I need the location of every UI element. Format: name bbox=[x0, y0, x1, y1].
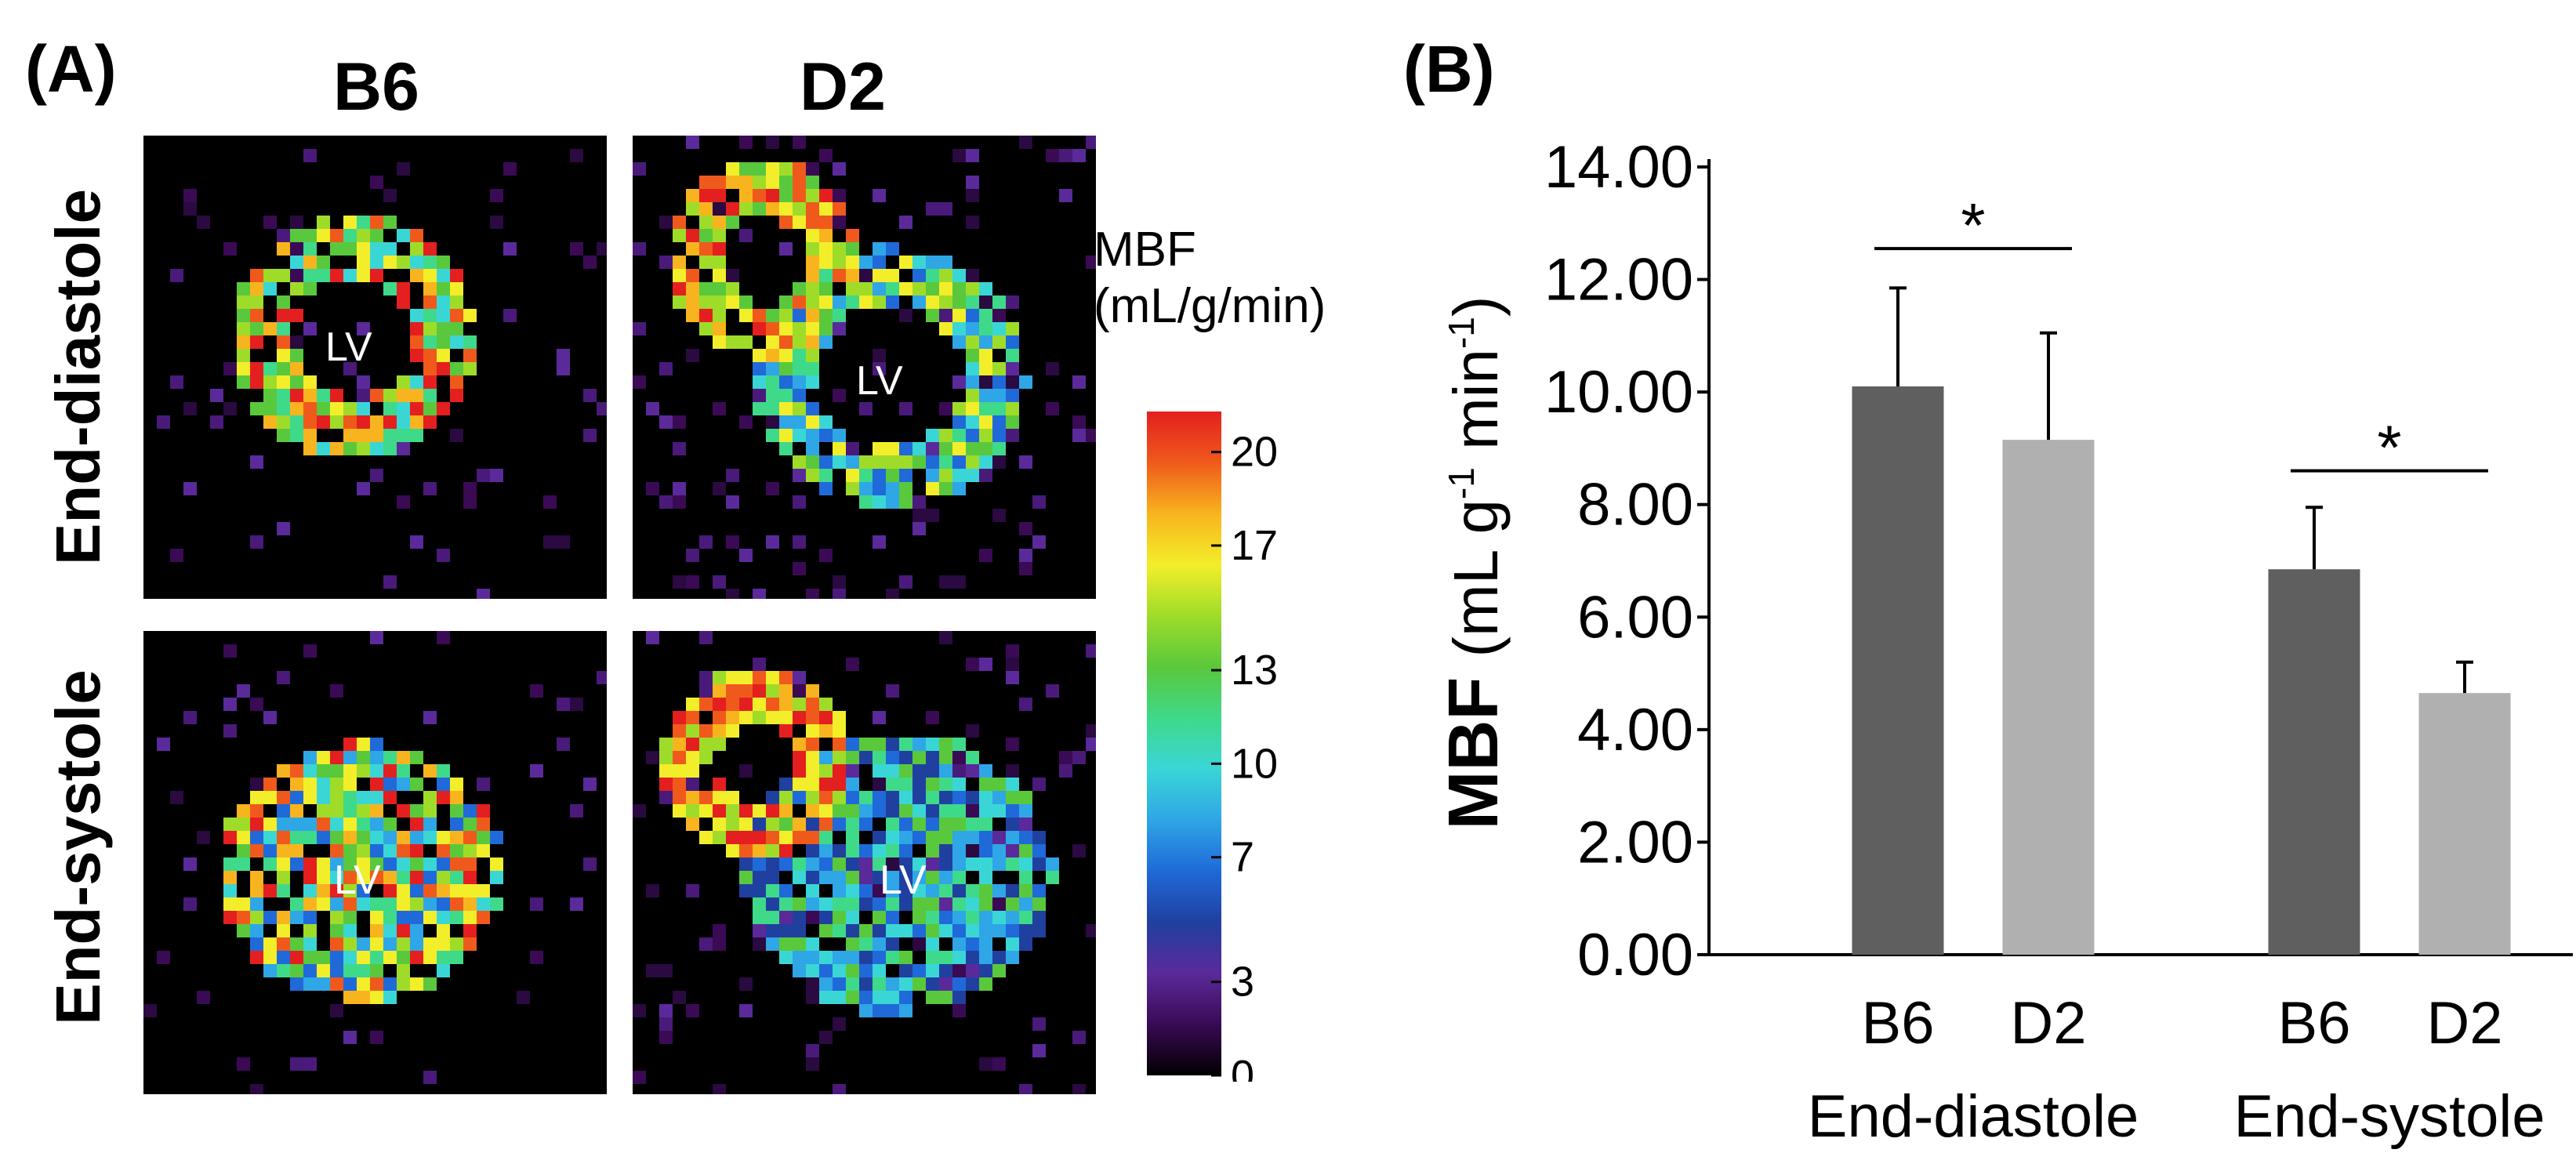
y-tick-label: 10.00 bbox=[1544, 359, 1693, 426]
colorbar-tick-label: 17 bbox=[1231, 522, 1278, 569]
bar-d2-end-systole bbox=[2418, 693, 2511, 955]
mbf-map-d2-es-pixels bbox=[633, 631, 1096, 1094]
panel-b-label: (B) bbox=[1403, 32, 1495, 106]
mbf-map-b6-es-pixels bbox=[143, 631, 607, 1094]
bar-d2-end-diastole bbox=[2002, 440, 2095, 955]
y-tick-label: 0.00 bbox=[1577, 922, 1693, 988]
colorbar-tick-label: 7 bbox=[1231, 834, 1254, 881]
y-tick-label: 2.00 bbox=[1577, 809, 1693, 876]
colorbar-tick-label: 10 bbox=[1231, 740, 1278, 787]
y-tick-label: 14.00 bbox=[1544, 134, 1693, 201]
colorbar-tick-label: 20 bbox=[1231, 429, 1278, 476]
colorbar-title: MBF (mL/g/min) bbox=[1094, 222, 1326, 335]
column-header-b6: B6 bbox=[333, 49, 419, 125]
mbf-map-b6-ed-pixels bbox=[157, 149, 607, 599]
row-header-end-diastole: End-diastole bbox=[43, 188, 113, 566]
colorbar-tick-label: 0 bbox=[1231, 1052, 1254, 1082]
colorbar-title-line1: MBF bbox=[1094, 223, 1196, 277]
lv-label: LV bbox=[856, 358, 903, 404]
x-group-label: End-systole bbox=[2233, 1083, 2545, 1150]
colorbar-tick-label: 3 bbox=[1231, 959, 1254, 1006]
colorbar-tick-label: 13 bbox=[1231, 647, 1278, 694]
chart-bars bbox=[1852, 286, 2511, 955]
colorbar-ticks: 20 17 13 10 7 3 0 bbox=[1211, 429, 1278, 1082]
y-axis-label: MBF (mL g-1 min-1) bbox=[1435, 296, 1513, 829]
row-header-end-systole: End-systole bbox=[43, 669, 113, 1025]
y-tick-label: 4.00 bbox=[1577, 697, 1693, 763]
colorbar-gradient bbox=[1147, 412, 1221, 1075]
lv-label: LV bbox=[880, 857, 927, 903]
chart-axes: 0.00 2.00 4.00 6.00 8.00 10.00 12.00 14.00 bbox=[1544, 134, 2573, 988]
column-header-d2: D2 bbox=[800, 49, 886, 125]
y-tick-label: 8.00 bbox=[1577, 472, 1693, 538]
x-category-label: B6 bbox=[2278, 990, 2351, 1057]
y-tick-label: 6.00 bbox=[1577, 584, 1693, 651]
x-category-label: B6 bbox=[1862, 990, 1935, 1057]
mbf-map-b6-end-diastole: LV bbox=[143, 136, 607, 599]
colorbar: 20 17 13 10 7 3 0 bbox=[1147, 412, 1278, 1082]
bar-b6-end-systole bbox=[2268, 569, 2360, 955]
significance-star: * bbox=[1961, 190, 1985, 260]
lv-label: LV bbox=[325, 325, 372, 370]
mbf-map-d2-end-diastole: LV bbox=[633, 136, 1096, 599]
x-category-label: D2 bbox=[2010, 990, 2086, 1057]
panel-a-label: (A) bbox=[25, 32, 117, 106]
x-group-label: End-diastole bbox=[1808, 1083, 2139, 1150]
bar-b6-end-diastole bbox=[1852, 386, 1944, 955]
mbf-map-d2-end-systole: LV bbox=[633, 631, 1096, 1094]
significance-star: * bbox=[2377, 413, 2401, 483]
chart-labels: MBF (mL g-1 min-1) B6 D2 B6 D2 End-diastole En… bbox=[1435, 190, 2545, 1150]
x-category-label: D2 bbox=[2426, 990, 2502, 1057]
mbf-bar-chart: 0.00 2.00 4.00 6.00 8.00 10.00 12.00 14.00 MBF … bbox=[1435, 134, 2573, 1150]
mbf-map-d2-ed-pixels bbox=[633, 136, 1096, 599]
colorbar-title-line2: (mL/g/min) bbox=[1094, 279, 1326, 333]
lv-label: LV bbox=[334, 857, 381, 903]
mbf-map-b6-end-systole: LV bbox=[143, 631, 607, 1094]
y-tick-label: 12.00 bbox=[1544, 247, 1693, 314]
